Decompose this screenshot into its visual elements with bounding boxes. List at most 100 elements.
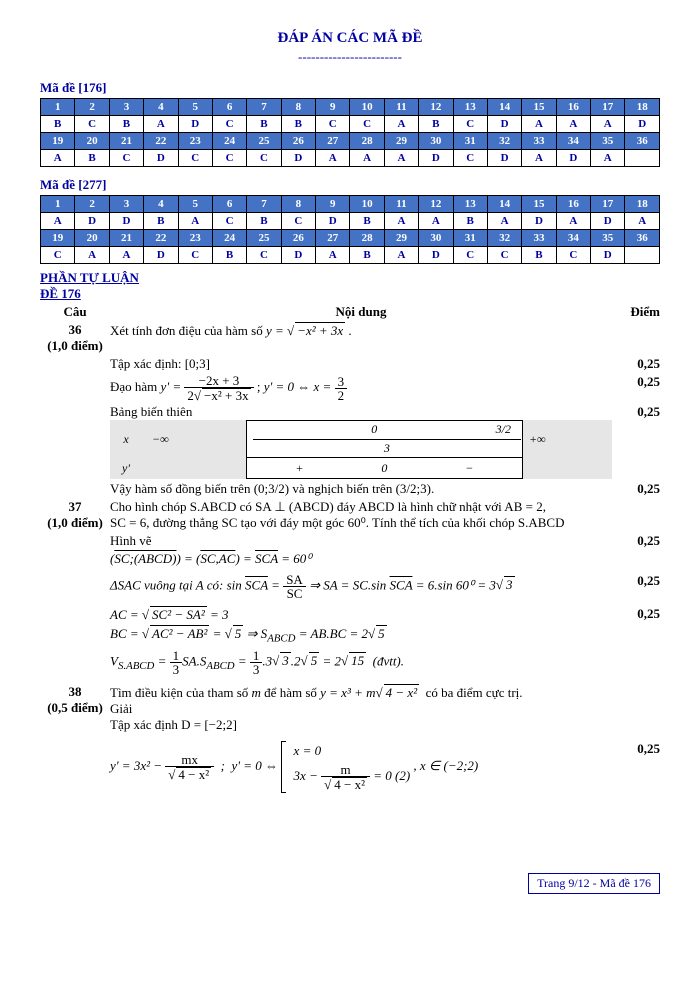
answer-cell: A <box>522 150 556 167</box>
answer-cell: C <box>350 116 384 133</box>
answer-cell: C <box>453 247 487 264</box>
q36-bbt-label: Bảng biến thiên <box>110 404 612 420</box>
answer-cell: A <box>178 213 212 230</box>
qnum-cell: 19 <box>41 230 75 247</box>
answer-cell: D <box>487 150 521 167</box>
answer-cell <box>625 247 660 264</box>
answer-table: 123456789101112131415161718ADDBACBCDBAAB… <box>40 195 660 264</box>
q36-num: 36 <box>69 322 82 337</box>
q37-l1: Cho hình chóp S.ABCD có SA ⊥ (ABCD) đáy … <box>110 499 546 514</box>
qnum-cell: 31 <box>453 133 487 150</box>
qnum-cell: 5 <box>178 99 212 116</box>
q38-l2: Tập xác định D = [−2;2] <box>110 717 237 732</box>
qnum-cell: 36 <box>625 133 660 150</box>
qnum-cell: 13 <box>453 99 487 116</box>
answer-cell: C <box>247 247 281 264</box>
q36-s1: 0,25 <box>620 356 660 372</box>
qnum-cell: 15 <box>522 99 556 116</box>
qnum-cell: 10 <box>350 99 384 116</box>
vt-zero2: 0 <box>343 461 425 476</box>
qnum-cell: 36 <box>625 230 660 247</box>
qnum-cell: 23 <box>178 133 212 150</box>
qnum-cell: 25 <box>247 133 281 150</box>
qnum-cell: 2 <box>75 196 109 213</box>
q38-s1: 0,25 <box>620 741 660 757</box>
answer-cell: C <box>178 247 212 264</box>
q38-pts: (0,5 điểm) <box>47 700 103 715</box>
q37-s2: 0,25 <box>620 573 660 589</box>
q37-pts: (1,0 điểm) <box>47 515 103 530</box>
qnum-cell: 33 <box>522 230 556 247</box>
q38-giai: Giải <box>110 701 132 716</box>
section-tu-luan: PHẦN TỰ LUẬN <box>40 270 660 286</box>
answer-cell: C <box>212 116 246 133</box>
answer-cell: A <box>556 213 590 230</box>
answer-cell: C <box>178 150 212 167</box>
answer-cell: B <box>281 116 315 133</box>
qnum-cell: 3 <box>109 196 143 213</box>
qnum-cell: 15 <box>522 196 556 213</box>
qnum-cell: 30 <box>419 230 453 247</box>
footer-pagenum: Trang 9/12 - Mã đề 176 <box>528 873 660 894</box>
q37-row-eq3: AC = SC² − SA² = 3 0,25 <box>40 606 660 623</box>
q36-row1: 36 (1,0 điểm) Xét tính đơn điệu của hàm … <box>40 322 660 354</box>
answer-cell: B <box>247 213 281 230</box>
q37-row1: 37 (1,0 điểm) Cho hình chóp S.ABCD có SA… <box>40 499 660 531</box>
answer-cell: A <box>384 213 418 230</box>
answer-cell: C <box>453 116 487 133</box>
q36-line3: Đạo hàm y' = −2x + 32−x² + 3x ; y' = 0 ⇔… <box>110 374 620 402</box>
qnum-cell: 28 <box>350 133 384 150</box>
qnum-cell: 1 <box>41 196 75 213</box>
answer-cell: D <box>144 150 178 167</box>
answer-cell: A <box>316 247 350 264</box>
answer-cell: A <box>522 116 556 133</box>
qnum-cell: 14 <box>487 99 521 116</box>
qnum-cell: 29 <box>384 133 418 150</box>
answer-cell: B <box>453 213 487 230</box>
q36-line2: Tập xác định: [0;3] <box>110 356 620 372</box>
essay-header-row: Câu Nội dung Điểm <box>40 304 660 320</box>
q36-line1: Xét tính đơn điệu của hàm số y = −x² + 3… <box>110 322 612 339</box>
grid-label: Mã đề [176] <box>40 80 660 96</box>
answer-cell: A <box>350 150 384 167</box>
qnum-cell: 24 <box>212 133 246 150</box>
answer-cell: D <box>144 247 178 264</box>
hdr-noidung: Nội dung <box>110 304 620 320</box>
answer-cell: D <box>556 150 590 167</box>
qnum-cell: 21 <box>109 133 143 150</box>
answer-cell: B <box>522 247 556 264</box>
vt-three: 3 <box>384 441 390 455</box>
q37-s1: 0,25 <box>620 533 660 549</box>
qnum-cell: 22 <box>144 230 178 247</box>
qnum-cell: 20 <box>75 230 109 247</box>
answer-cell <box>625 150 660 167</box>
qnum-cell: 18 <box>625 99 660 116</box>
qnum-cell: 20 <box>75 133 109 150</box>
answer-cell: A <box>556 116 590 133</box>
page-footer: Trang 9/12 - Mã đề 176 <box>40 873 660 894</box>
qnum-cell: 14 <box>487 196 521 213</box>
qnum-cell: 12 <box>419 99 453 116</box>
answer-cell: D <box>419 247 453 264</box>
q37-row-eq2: ΔSAC vuông tại A có: sin SCA = SASC ⇒ SA… <box>40 573 660 600</box>
q38-row-eq: y' = 3x² − mx4 − x² ; y' = 0 ⇔ x = 0 3x … <box>40 741 660 793</box>
qnum-cell: 3 <box>109 99 143 116</box>
qnum-cell: 12 <box>419 196 453 213</box>
section-de: ĐỀ 176 <box>40 286 660 302</box>
qnum-cell: 29 <box>384 230 418 247</box>
qnum-cell: 10 <box>350 196 384 213</box>
q36-s2: 0,25 <box>620 374 660 390</box>
answer-cell: A <box>384 150 418 167</box>
qnum-cell: 26 <box>281 133 315 150</box>
q38-tail: , x ∈ (−2;2) <box>413 758 478 773</box>
vt-x: x <box>110 421 142 458</box>
qnum-cell: 21 <box>109 230 143 247</box>
answer-cell: A <box>75 247 109 264</box>
qnum-cell: 6 <box>212 196 246 213</box>
qnum-cell: 16 <box>556 196 590 213</box>
q37-row-eq1: (SC;(ABCD)) = (SC,AC) = SCA = 60⁰ <box>40 551 660 567</box>
q36-row3: Đạo hàm y' = −2x + 32−x² + 3x ; y' = 0 ⇔… <box>40 374 660 402</box>
qnum-cell: 8 <box>281 99 315 116</box>
answer-cell: B <box>75 150 109 167</box>
qnum-cell: 35 <box>591 230 625 247</box>
